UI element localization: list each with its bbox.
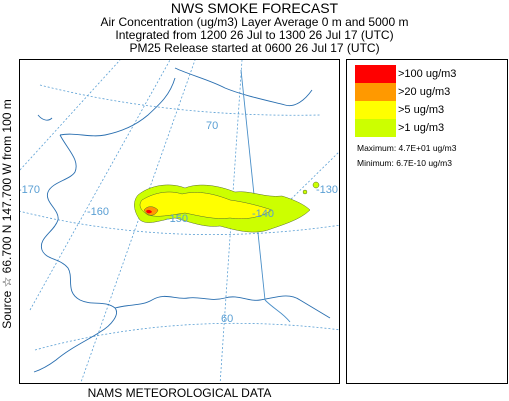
legend-item: >100 ug/m3 xyxy=(355,65,456,83)
smoke-plume xyxy=(134,182,319,232)
source-location-label: Source ☆ 66.700 N 147.700 W from 100 m xyxy=(0,39,14,389)
plume-fragment xyxy=(303,190,307,194)
legend-swatch-20 xyxy=(355,83,396,101)
label-lat-70: 70 xyxy=(206,120,218,132)
grid-labels: -170 -160 -150 -140 -130 70 60 xyxy=(20,120,338,325)
legend-label-5: >5 ug/m3 xyxy=(398,104,444,116)
label-lat-60: 60 xyxy=(221,313,233,325)
chart-title: NWS SMOKE FORECAST xyxy=(0,0,509,16)
footer-data-source: NAMS METEOROLOGICAL DATA xyxy=(19,386,340,400)
legend-swatch-5 xyxy=(355,101,396,119)
lon-160-line xyxy=(30,60,170,310)
map-panel: -170 -160 -150 -140 -130 70 60 xyxy=(19,59,340,384)
west-coast xyxy=(34,135,117,372)
border-southeast xyxy=(265,300,290,322)
legend-item: >20 ug/m3 xyxy=(355,83,450,101)
legend-panel: >100 ug/m3 >20 ug/m3 >5 ug/m3 >1 ug/m3 M… xyxy=(346,59,508,384)
subtitle-release: PM25 Release started at 0600 26 Jul 17 (… xyxy=(0,42,509,55)
maximum-value: Maximum: 4.7E+01 ug/m3 xyxy=(357,143,456,153)
lat-60-line xyxy=(35,323,340,350)
legend-item: >5 ug/m3 xyxy=(355,101,444,119)
label-lon-170: -170 xyxy=(20,184,40,196)
lat-70-line xyxy=(40,85,320,115)
island-north xyxy=(38,115,52,120)
label-lon-130: -130 xyxy=(316,184,338,196)
label-lon-140: -140 xyxy=(252,208,274,220)
legend-item: >1 ug/m3 xyxy=(355,119,444,137)
label-lon-150: -150 xyxy=(166,213,188,225)
north-coast xyxy=(175,68,312,106)
label-lon-160: -160 xyxy=(87,206,109,218)
lon-170-line xyxy=(20,60,120,170)
legend-swatch-100 xyxy=(355,65,396,83)
canada-border xyxy=(241,70,265,300)
legend-label-1: >1 ug/m3 xyxy=(398,122,444,134)
legend-swatch-1 xyxy=(355,119,396,137)
legend-label-100: >100 ug/m3 xyxy=(398,68,456,80)
title-block: NWS SMOKE FORECAST Air Concentration (ug… xyxy=(0,0,509,55)
map-svg: -170 -160 -150 -140 -130 70 60 xyxy=(20,60,340,384)
minimum-value: Minimum: 6.7E-10 ug/m3 xyxy=(357,158,452,168)
legend-label-20: >20 ug/m3 xyxy=(398,86,450,98)
